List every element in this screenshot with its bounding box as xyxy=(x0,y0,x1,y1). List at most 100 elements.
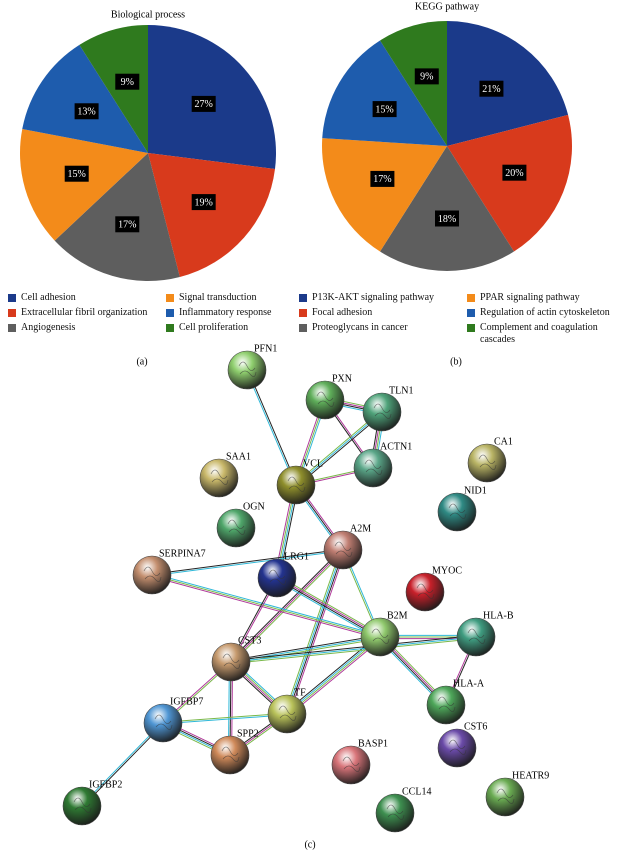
value-label-box xyxy=(502,164,527,181)
node xyxy=(227,350,267,390)
node-structure xyxy=(143,566,162,582)
node-structure xyxy=(210,469,229,485)
node-label: PXN xyxy=(332,373,352,384)
node-structure xyxy=(73,797,92,813)
edge xyxy=(151,576,380,640)
node-label: IGFBP7 xyxy=(170,696,203,707)
node xyxy=(267,694,307,734)
legend-label: Cell adhesion xyxy=(21,292,76,303)
panel-label: (a) xyxy=(136,356,147,367)
node xyxy=(467,443,507,483)
edge xyxy=(284,549,342,714)
node-label: MYOC xyxy=(432,565,462,576)
value-label-box xyxy=(64,165,89,182)
node xyxy=(375,793,415,833)
node-label: SPP2 xyxy=(237,728,259,739)
node-structure xyxy=(316,391,335,407)
node-label: ACTN1 xyxy=(380,441,412,452)
node-structure xyxy=(437,696,456,712)
edge xyxy=(152,572,381,636)
legend-swatch xyxy=(467,324,475,332)
legend-item: Inflammatory response xyxy=(166,307,309,319)
node xyxy=(257,558,297,598)
legend-label: Cell proliferation xyxy=(179,322,249,333)
legend-swatch xyxy=(299,309,307,317)
node-structure xyxy=(478,454,497,470)
node xyxy=(62,786,102,826)
legend-label: Signal transduction xyxy=(179,292,257,303)
value-label: 15% xyxy=(68,169,86,180)
node-label: B2M xyxy=(387,610,408,621)
value-label: 19% xyxy=(195,197,213,208)
node-label: HLA-B xyxy=(483,610,514,621)
node xyxy=(305,380,345,420)
node-label: BASP1 xyxy=(358,738,388,749)
node-structure xyxy=(154,714,173,730)
edge xyxy=(230,634,476,661)
legend-item: P13K-AKT signaling pathway xyxy=(299,292,472,304)
node-label: CA1 xyxy=(494,436,513,447)
node xyxy=(276,465,316,505)
edge xyxy=(230,636,477,663)
panel-label: (b) xyxy=(450,356,462,367)
node xyxy=(456,617,496,657)
node xyxy=(362,392,402,432)
node-structure xyxy=(334,541,353,557)
node-structure xyxy=(221,746,240,762)
value-label-box xyxy=(370,170,395,187)
edge xyxy=(287,550,345,715)
node-structure xyxy=(227,519,246,535)
node xyxy=(210,735,250,775)
node xyxy=(353,448,393,488)
node xyxy=(426,685,466,725)
pie-slice xyxy=(79,25,148,153)
node-structure xyxy=(371,628,390,644)
value-label-box xyxy=(115,73,140,90)
edge xyxy=(230,634,380,661)
node-structure xyxy=(416,583,435,599)
legend-item: Regulation of actin cytoskeleton xyxy=(467,307,615,319)
edge xyxy=(288,638,382,717)
legend-swatch xyxy=(8,294,16,302)
legend-item: Angiogenesis xyxy=(8,322,171,334)
pie-slice xyxy=(380,146,514,271)
edge xyxy=(151,574,381,638)
value-label-box xyxy=(74,103,99,120)
legend-swatch xyxy=(8,309,16,317)
value-label: 15% xyxy=(375,104,393,115)
pie-slice xyxy=(148,153,275,277)
node-label: PFN1 xyxy=(254,343,277,354)
edge xyxy=(231,550,345,664)
legend-label: Focal adhesion xyxy=(312,307,373,318)
node-label: HLA-A xyxy=(453,678,485,689)
legend-swatch xyxy=(166,294,174,302)
node-structure xyxy=(364,459,383,475)
legend-label: Angiogenesis xyxy=(21,322,76,333)
edge xyxy=(286,635,380,714)
value-label-box xyxy=(191,95,216,112)
node xyxy=(132,555,172,595)
pie-slice xyxy=(447,114,572,252)
node xyxy=(199,458,239,498)
node xyxy=(211,642,251,682)
pie-slice xyxy=(19,129,148,241)
edge xyxy=(82,723,164,807)
edge xyxy=(231,638,477,665)
value-label-box xyxy=(191,194,216,211)
node-label: CCL14 xyxy=(402,786,431,797)
node xyxy=(143,703,183,743)
legend-label: PPAR signaling pathway xyxy=(480,292,580,303)
node-structure xyxy=(448,503,467,519)
node-structure xyxy=(268,569,287,585)
node xyxy=(360,617,400,657)
chart-title: KEGG pathway xyxy=(415,1,479,12)
node-label: TF xyxy=(294,687,306,698)
pie-slice xyxy=(22,44,149,153)
node-label: A2M xyxy=(350,523,371,534)
node-structure xyxy=(238,361,257,377)
legend-swatch xyxy=(166,324,174,332)
value-label: 9% xyxy=(420,72,433,83)
legend-label: Regulation of actin cytoskeleton xyxy=(480,307,610,318)
legend-item: Extracellular fibril organization xyxy=(8,307,171,319)
